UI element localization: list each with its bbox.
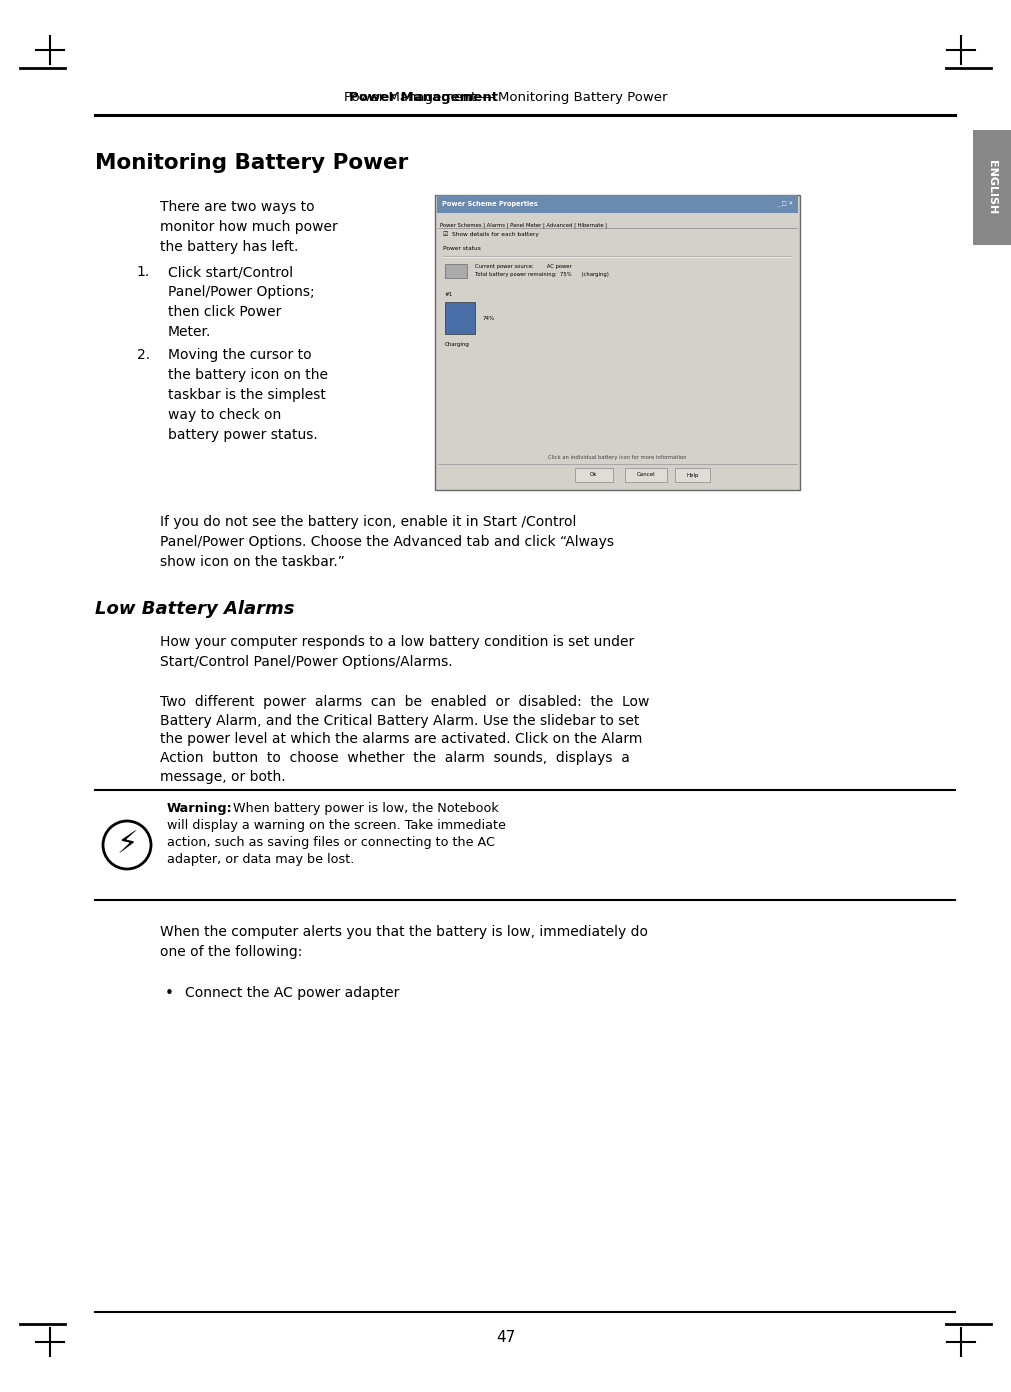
Text: Two  different  power  alarms  can  be  enabled  or  disabled:  the  Low: Two different power alarms can be enable… <box>160 695 649 709</box>
Text: ENGLISH: ENGLISH <box>987 160 997 214</box>
Bar <box>575 468 613 482</box>
Text: 1.: 1. <box>136 264 150 278</box>
Bar <box>437 195 798 213</box>
Text: 47: 47 <box>495 1329 516 1345</box>
Text: Power Management: Power Management <box>349 90 498 104</box>
Text: Ok: Ok <box>590 472 598 477</box>
Bar <box>435 195 800 490</box>
Text: When the computer alerts you that the battery is low, immediately do
one of the : When the computer alerts you that the ba… <box>160 926 648 959</box>
Text: Battery Alarm, and the Critical Battery Alarm. Use the slidebar to set: Battery Alarm, and the Critical Battery … <box>160 714 639 728</box>
Text: 2.: 2. <box>136 348 150 362</box>
Text: When battery power is low, the Notebook: When battery power is low, the Notebook <box>229 802 498 814</box>
Text: #1: #1 <box>445 292 453 296</box>
Bar <box>445 302 475 334</box>
Bar <box>973 129 1011 245</box>
Text: _ □ ✕: _ □ ✕ <box>776 202 793 207</box>
Text: Power Scheme Properties: Power Scheme Properties <box>442 200 538 207</box>
Text: Monitoring Battery Power: Monitoring Battery Power <box>95 153 408 173</box>
Text: adapter, or data may be lost.: adapter, or data may be lost. <box>167 853 355 866</box>
Text: Power Management — Monitoring Battery Power: Power Management — Monitoring Battery Po… <box>344 90 667 104</box>
Text: ☑  Show details for each battery: ☑ Show details for each battery <box>443 231 539 237</box>
Text: 74%: 74% <box>483 316 495 320</box>
Text: the power level at which the alarms are activated. Click on the Alarm: the power level at which the alarms are … <box>160 732 642 746</box>
Bar <box>675 468 710 482</box>
Text: Connect the AC power adapter: Connect the AC power adapter <box>185 986 399 999</box>
Text: Cancel: Cancel <box>637 472 655 477</box>
Text: If you do not see the battery icon, enable it in Start /Control
Panel/Power Opti: If you do not see the battery icon, enab… <box>160 515 614 569</box>
Text: Charging: Charging <box>445 342 470 347</box>
Text: Moving the cursor to
the battery icon on the
taskbar is the simplest
way to chec: Moving the cursor to the battery icon on… <box>168 348 328 443</box>
Text: ⚡: ⚡ <box>116 831 137 859</box>
Text: •: • <box>165 986 174 1001</box>
Text: message, or both.: message, or both. <box>160 770 286 784</box>
Bar <box>445 264 467 278</box>
Text: Power Schemes | Alarms | Panel Meter | Advanced | Hibernate |: Power Schemes | Alarms | Panel Meter | A… <box>440 223 607 228</box>
Text: Click an individual battery icon for more information: Click an individual battery icon for mor… <box>548 455 686 459</box>
Text: Total battery power remaining:  75%      (charging): Total battery power remaining: 75% (char… <box>475 271 609 277</box>
Text: Warning:: Warning: <box>167 802 233 814</box>
Bar <box>625 468 667 482</box>
Text: Click start/Control
Panel/Power Options;
then click Power
Meter.: Click start/Control Panel/Power Options;… <box>168 264 314 340</box>
Text: How your computer responds to a low battery condition is set under
Start/Control: How your computer responds to a low batt… <box>160 635 634 670</box>
Text: There are two ways to
monitor how much power
the battery has left.: There are two ways to monitor how much p… <box>160 200 338 255</box>
Text: Help: Help <box>686 472 699 477</box>
Text: Action  button  to  choose  whether  the  alarm  sounds,  displays  a: Action button to choose whether the alar… <box>160 752 630 766</box>
Text: Power status: Power status <box>443 246 481 251</box>
Text: will display a warning on the screen. Take immediate: will display a warning on the screen. Ta… <box>167 818 505 832</box>
Text: action, such as saving files or connecting to the AC: action, such as saving files or connecti… <box>167 837 495 849</box>
Text: Low Battery Alarms: Low Battery Alarms <box>95 600 294 618</box>
Text: Current power source:        AC power: Current power source: AC power <box>475 264 572 269</box>
